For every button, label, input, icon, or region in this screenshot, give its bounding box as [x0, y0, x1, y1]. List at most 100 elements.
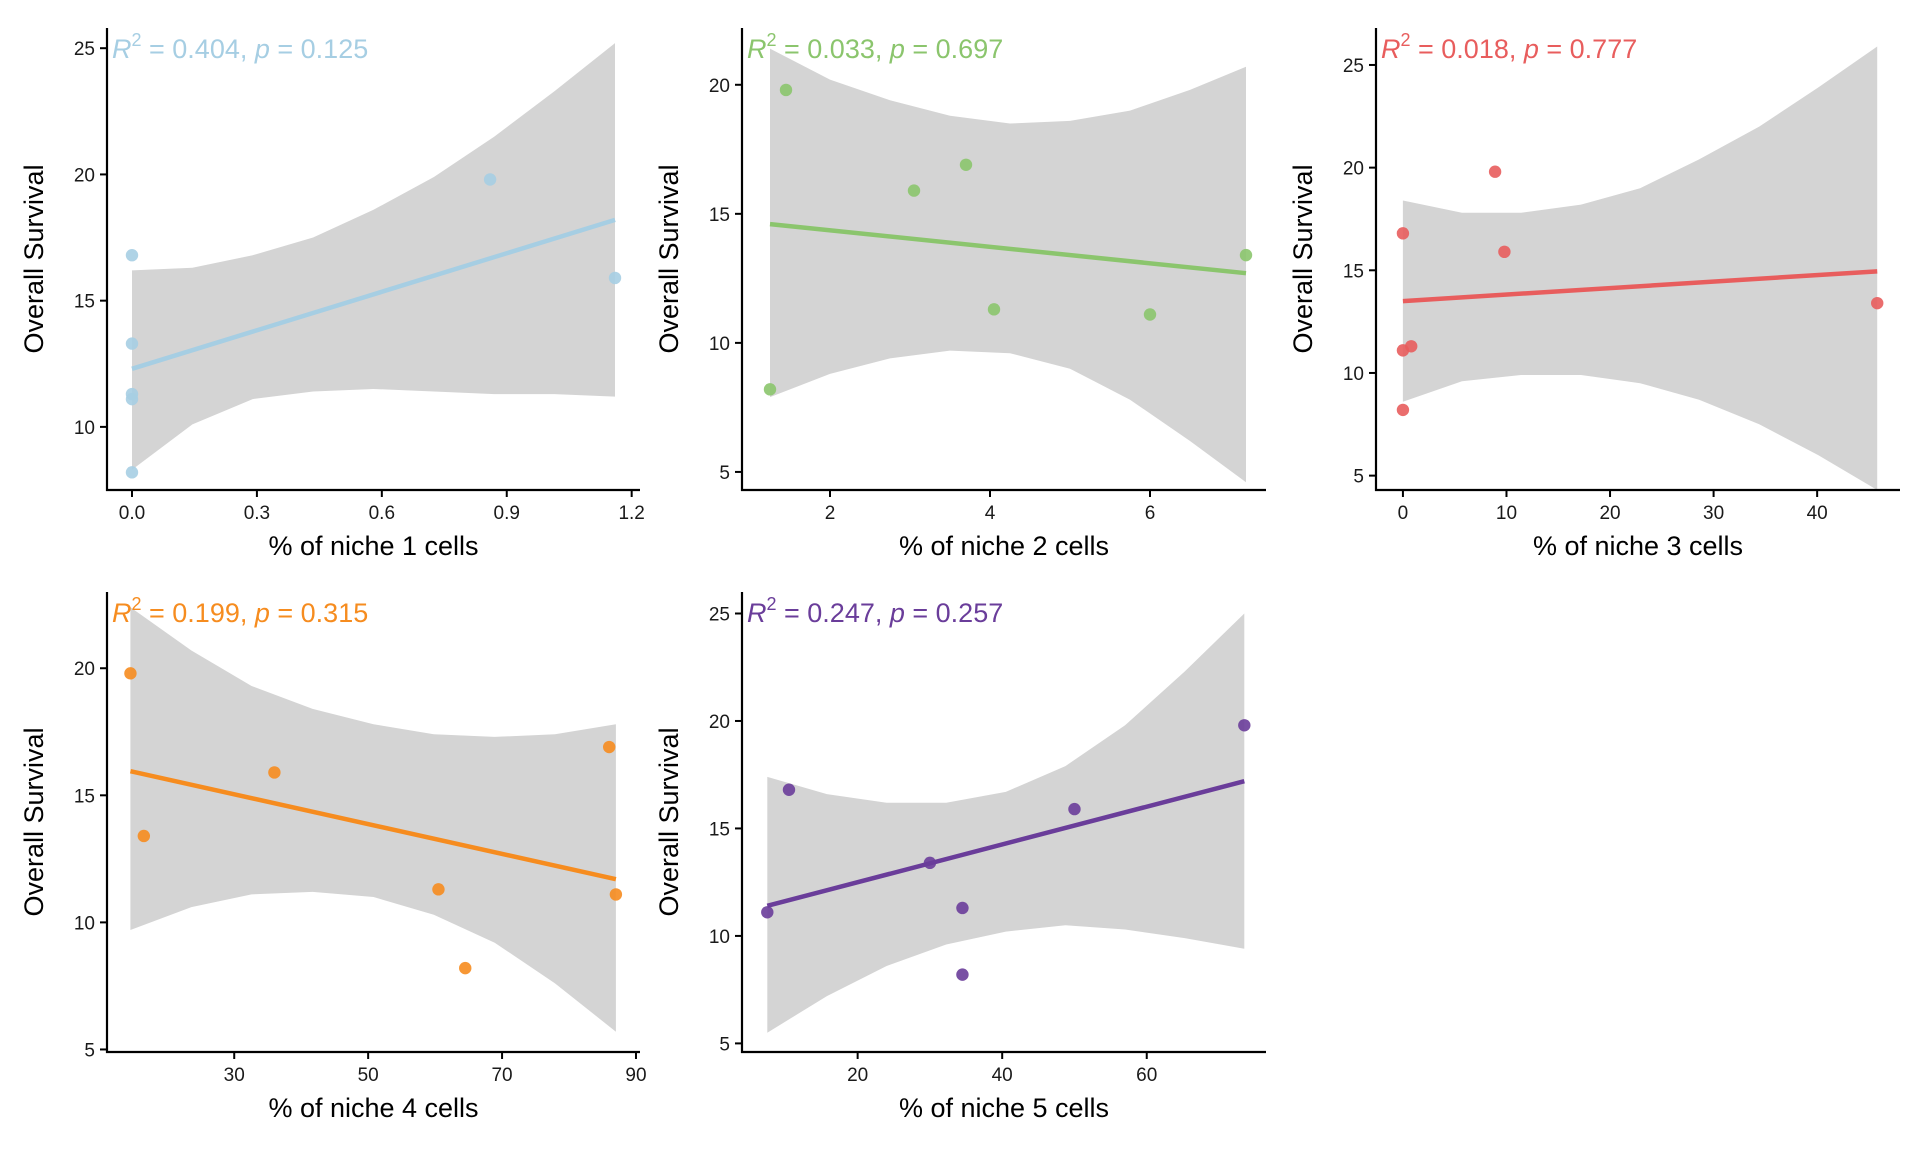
- stat-r-value: = 0.033,: [777, 34, 890, 64]
- stat-r-symbol: R: [747, 34, 767, 64]
- data-point: [125, 337, 139, 350]
- y-tick-label: 20: [74, 659, 95, 680]
- data-point: [923, 856, 937, 870]
- stat-sup: 2: [132, 30, 142, 50]
- confidence-band: [1402, 46, 1878, 490]
- x-axis-title: % of niche 3 cells: [1533, 531, 1743, 561]
- panel-2: 2 4 6 5 10 15 20 % of niche 2 cells Overall Surv…: [654, 28, 1266, 561]
- y-tick-label: 20: [1343, 159, 1364, 180]
- stat-p-value: = 0.777: [1539, 34, 1637, 64]
- x-tick-label: 50: [358, 1065, 379, 1086]
- y-tick-label: 10: [74, 913, 95, 934]
- data-point: [609, 888, 623, 901]
- stat-annotation: R2 = 0.199, p = 0.315: [112, 594, 368, 628]
- x-axis-title: % of niche 5 cells: [899, 1093, 1109, 1123]
- stat-p-symbol: p: [1523, 34, 1539, 64]
- y-axis-title: Overall Survival: [1288, 164, 1318, 353]
- confidence-band: [130, 607, 616, 1032]
- data-point: [432, 883, 445, 896]
- x-tick-label: 4: [985, 503, 996, 524]
- confidence-band: [132, 43, 615, 470]
- y-tick-label: 15: [1343, 261, 1364, 282]
- stat-r-symbol: R: [112, 34, 132, 64]
- x-tick-label: 30: [1703, 503, 1724, 524]
- data-point: [763, 383, 777, 396]
- x-tick-label: 0.9: [494, 503, 520, 524]
- panel-3: 0 10 20 30 40 5 10 15 20 25 % of niche 3 cells Over…: [1288, 28, 1900, 561]
- data-point: [782, 783, 796, 796]
- x-tick-label: 0: [1398, 503, 1409, 524]
- data-point: [125, 387, 139, 401]
- data-point: [1239, 248, 1253, 262]
- stat-annotation: R2 = 0.018, p = 0.777: [1381, 30, 1637, 64]
- stat-p-symbol: p: [889, 598, 905, 628]
- data-point: [1143, 308, 1157, 321]
- data-point: [602, 740, 616, 754]
- panel-5: 20 40 60 5 10 15 20 25 % of niche 5 cells Overall…: [654, 592, 1266, 1123]
- x-tick-label: 30: [224, 1065, 245, 1086]
- stat-p-value: = 0.125: [270, 34, 368, 64]
- data-point: [907, 184, 921, 197]
- stat-r-symbol: R: [1381, 34, 1401, 64]
- stat-p-value: = 0.315: [270, 598, 368, 628]
- stat-annotation: R2 = 0.247, p = 0.257: [747, 594, 1003, 628]
- stat-r-value: = 0.247,: [777, 598, 890, 628]
- data-point: [1871, 296, 1884, 310]
- x-tick-label: 1.2: [618, 503, 644, 524]
- y-tick-label: 25: [74, 39, 95, 60]
- y-tick-label: 5: [719, 463, 730, 484]
- regression-line: [769, 221, 1247, 276]
- data-point: [779, 83, 793, 97]
- y-tick-label: 10: [709, 927, 730, 948]
- stat-sup: 2: [132, 594, 142, 614]
- stat-r-symbol: R: [747, 598, 767, 628]
- data-point: [125, 466, 139, 479]
- stat-p-symbol: p: [254, 34, 270, 64]
- x-tick-label: 20: [847, 1065, 868, 1086]
- y-tick-label: 5: [84, 1040, 95, 1061]
- stat-annotation: R2 = 0.404, p = 0.125: [112, 30, 368, 64]
- y-tick-label: 15: [709, 819, 730, 840]
- y-tick-label: 25: [709, 604, 730, 625]
- stat-r-symbol: R: [112, 598, 132, 628]
- x-tick-label: 10: [1496, 503, 1517, 524]
- x-tick-label: 0.3: [244, 503, 270, 524]
- confidence-band: [770, 48, 1246, 483]
- x-tick-label: 60: [1136, 1065, 1157, 1086]
- data-point: [959, 158, 973, 171]
- y-tick-label: 5: [1353, 467, 1364, 488]
- data-point: [137, 829, 151, 843]
- x-axis-title: % of niche 4 cells: [268, 1093, 478, 1123]
- x-tick-label: 0.0: [119, 503, 145, 524]
- stat-p-value: = 0.697: [905, 34, 1003, 64]
- regression-line: [129, 768, 617, 882]
- data-point: [1238, 719, 1251, 732]
- data-point: [124, 667, 137, 680]
- data-point: [125, 249, 139, 262]
- x-tick-label: 40: [992, 1065, 1013, 1086]
- stat-sup: 2: [1401, 30, 1411, 50]
- stat-r-value: = 0.404,: [142, 34, 255, 64]
- stat-p-value: = 0.257: [905, 598, 1003, 628]
- y-axis-title: Overall Survival: [654, 164, 684, 353]
- data-point: [956, 968, 969, 981]
- y-tick-label: 10: [1343, 364, 1364, 385]
- data-point: [1488, 165, 1502, 178]
- y-tick-label: 20: [74, 165, 95, 186]
- y-tick-label: 10: [709, 334, 730, 355]
- y-tick-label: 20: [709, 76, 730, 97]
- x-axis-title: % of niche 2 cells: [899, 531, 1109, 561]
- y-tick-label: 15: [709, 205, 730, 226]
- stat-p-symbol: p: [889, 34, 905, 64]
- y-tick-label: 25: [1343, 56, 1364, 77]
- y-axis-title: Overall Survival: [654, 727, 684, 916]
- data-point: [1498, 245, 1511, 259]
- data-point: [1068, 802, 1081, 816]
- x-tick-label: 2: [825, 503, 836, 524]
- x-tick-label: 40: [1807, 503, 1828, 524]
- data-point: [987, 303, 1001, 316]
- data-point: [1396, 403, 1410, 417]
- stat-annotation: R2 = 0.033, p = 0.697: [747, 30, 1003, 64]
- regression-line: [766, 778, 1245, 909]
- y-tick-label: 10: [74, 418, 95, 439]
